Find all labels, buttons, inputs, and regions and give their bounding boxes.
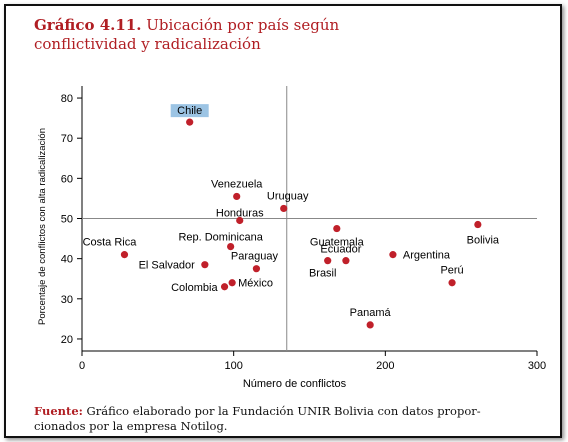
x-tick-label: 300 (528, 360, 546, 372)
y-tick-label: 20 (61, 334, 73, 346)
figure-number: Gráfico 4.11. (34, 16, 142, 34)
y-tick-label: 50 (61, 214, 73, 226)
point-el-salvador (201, 261, 209, 269)
scatter-chart: 20 30 40 50 60 70 80 0 100 200 300 Número de confli… (37, 86, 546, 390)
x-tick-label: 200 (376, 360, 394, 372)
point-bolivia (474, 220, 482, 229)
point-panama (366, 321, 374, 329)
x-tick-label: 0 (79, 360, 85, 372)
point-guatemala (333, 224, 341, 233)
point-honduras (236, 216, 244, 225)
y-tick-label: 30 (61, 294, 73, 306)
point-label-venezuela: Venezuela (211, 178, 263, 190)
y-tick-label: 60 (61, 173, 73, 185)
point-uruguay (280, 204, 288, 213)
point-label-colombia: Colombia (171, 282, 218, 294)
point-label-paraguay: Paraguay (231, 251, 279, 263)
y-tick-label: 40 (61, 254, 73, 266)
figure-source: Fuente: Gráfico elaborado por la Fundaci… (34, 404, 562, 434)
source-label: Fuente: (34, 404, 83, 418)
point-label-argentina: Argentina (403, 250, 451, 262)
point-label-guatemala: Guatemala (310, 237, 365, 249)
point-label-mexico: México (238, 278, 273, 290)
figure-title-line1: Ubicación por país según (146, 16, 340, 34)
point-label-chile: Chile (177, 105, 202, 117)
point-label-brasil: Brasil (309, 268, 337, 280)
point-peru (448, 279, 456, 287)
point-chile (186, 118, 194, 126)
y-tick-label: 80 (61, 93, 73, 105)
point-colombia (220, 283, 229, 291)
point-label-uruguay: Uruguay (267, 190, 309, 202)
point-label-bolivia: Bolivia (467, 235, 500, 247)
y-tick-label: 70 (61, 133, 73, 145)
point-label-costa-rica: Costa Rica (83, 237, 138, 249)
point-venezuela (233, 192, 241, 201)
figure-title: Gráfico 4.11. Ubicación por país según c… (34, 16, 554, 54)
point-rep-dominicana (227, 243, 235, 251)
point-label-peru: Perú (440, 265, 463, 277)
label-highlight-chile (170, 104, 209, 118)
figure-title-line2: conflictividad y radicalización (34, 35, 261, 53)
point-paraguay (252, 265, 261, 273)
source-text-line1: Gráfico elaborado por la Fundación UNIR … (86, 404, 481, 418)
point-brasil (324, 257, 332, 265)
source-text-line2: cionados por la empresa Notilog. (34, 419, 228, 433)
point-ecuador (342, 257, 350, 265)
point-costa-rica (120, 251, 129, 259)
point-label-ecuador: Ecuador (320, 244, 361, 256)
y-axis-label: Porcentaje de conflictos con alta radica… (37, 128, 48, 325)
figure-frame: Gráfico 4.11. Ubicación por país según c… (4, 4, 562, 438)
point-label-honduras: Honduras (216, 208, 264, 220)
x-tick-label: 100 (224, 360, 242, 372)
point-argentina (389, 251, 397, 259)
point-label-el-salvador: El Salvador (139, 260, 196, 272)
point-label-rep-dominicana: Rep. Dominicana (178, 232, 263, 244)
point-mexico (228, 279, 236, 287)
point-label-panama: Panamá (350, 307, 392, 319)
x-axis-label: Número de conflictos (243, 378, 347, 390)
